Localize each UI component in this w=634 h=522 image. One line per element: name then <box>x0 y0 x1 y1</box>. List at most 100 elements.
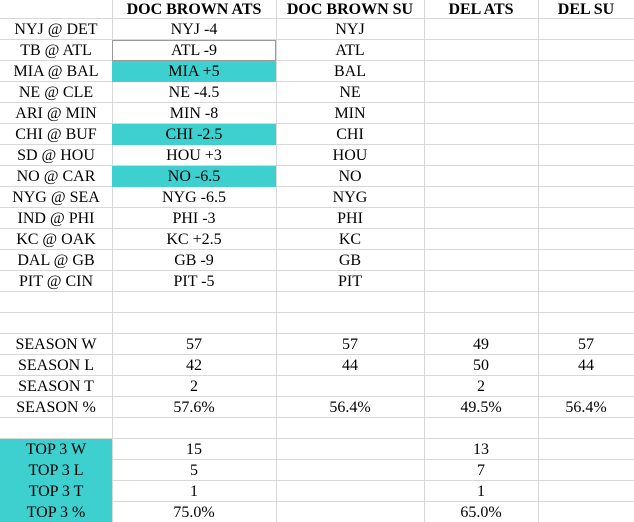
top3-value: 65.0% <box>460 503 502 521</box>
season-value: 44 <box>342 356 358 374</box>
game-value: MIA +5 <box>112 61 276 82</box>
game-label: KC @ OAK <box>16 230 96 248</box>
game-label: IND @ PHI <box>17 209 95 227</box>
col-line <box>112 0 113 522</box>
season-label: SEASON L <box>17 356 94 374</box>
game-value: NE <box>339 83 361 101</box>
top3-value: 5 <box>190 461 198 479</box>
game-value: GB -9 <box>174 251 214 269</box>
season-value: 42 <box>186 356 202 374</box>
game-label: SD @ HOU <box>17 146 95 164</box>
season-value: 57.6% <box>173 398 215 416</box>
game-value: MIN <box>334 104 366 122</box>
season-value: 57 <box>342 335 358 353</box>
top3-value: 75.0% <box>173 503 215 521</box>
game-value: PIT <box>338 272 362 290</box>
game-value: NE -4.5 <box>168 83 220 101</box>
row-line <box>0 501 634 502</box>
game-label: NYG @ SEA <box>12 188 100 206</box>
top3-value: 1 <box>190 482 198 500</box>
col-line <box>538 0 539 522</box>
top3-value: 7 <box>477 461 485 479</box>
game-value: NYG -6.5 <box>162 188 226 206</box>
game-value: CHI <box>336 125 364 143</box>
season-label: SEASON W <box>15 335 97 353</box>
season-value: 56.4% <box>565 398 607 416</box>
row-line <box>0 291 634 292</box>
column-header: DOC BROWN SU <box>286 0 414 18</box>
row-line <box>0 396 634 397</box>
row-line <box>0 333 634 334</box>
game-label: DAL @ GB <box>17 251 95 269</box>
row-line <box>0 207 634 208</box>
row-line <box>0 39 634 40</box>
season-label: SEASON T <box>18 377 94 395</box>
top3-label: TOP 3 L <box>0 460 112 481</box>
row-line <box>0 102 634 103</box>
season-value: 50 <box>473 356 489 374</box>
game-label: PIT @ CIN <box>19 272 93 290</box>
row-line <box>0 480 634 481</box>
col-line <box>424 0 425 522</box>
row-line <box>0 144 634 145</box>
season-value: 44 <box>578 356 594 374</box>
row-line <box>0 123 634 124</box>
row-line <box>0 249 634 250</box>
top3-label: TOP 3 W <box>0 439 112 460</box>
col-line <box>276 0 277 522</box>
game-value: HOU <box>332 146 368 164</box>
season-value: 57 <box>186 335 202 353</box>
season-value: 56.4% <box>329 398 371 416</box>
game-value: NO <box>338 167 362 185</box>
row-line <box>0 417 634 418</box>
top3-value: 13 <box>473 440 489 458</box>
game-value: ATL -9 <box>112 40 276 61</box>
row-line <box>0 165 634 166</box>
game-label: TB @ ATL <box>20 41 92 59</box>
row-line <box>0 60 634 61</box>
game-label: CHI @ BUF <box>15 125 97 143</box>
row-line <box>0 459 634 460</box>
game-value: GB <box>338 251 362 269</box>
top3-value: 1 <box>477 482 485 500</box>
row-line <box>0 312 634 313</box>
column-header: DEL SU <box>557 0 615 18</box>
season-value: 2 <box>477 377 485 395</box>
game-value: CHI -2.5 <box>112 124 276 145</box>
season-label: SEASON % <box>16 398 96 416</box>
row-line <box>0 270 634 271</box>
game-label: NO @ CAR <box>16 167 96 185</box>
row-line <box>0 438 634 439</box>
column-header: DOC BROWN ATS <box>126 0 262 18</box>
game-value: PHI -3 <box>172 209 216 227</box>
game-value: KC <box>338 230 362 248</box>
game-value: PIT -5 <box>173 272 215 290</box>
season-value: 49 <box>473 335 489 353</box>
column-header: DEL ATS <box>448 0 514 18</box>
game-value: HOU +3 <box>166 146 222 164</box>
game-value: PHI <box>337 209 363 227</box>
game-value: KC +2.5 <box>166 230 222 248</box>
row-line <box>0 186 634 187</box>
row-line <box>0 375 634 376</box>
game-label: MIA @ BAL <box>13 62 99 80</box>
row-line <box>0 81 634 82</box>
game-label: ARI @ MIN <box>15 104 97 122</box>
top3-value: 15 <box>186 440 202 458</box>
season-value: 49.5% <box>460 398 502 416</box>
top3-label: TOP 3 T <box>0 481 112 502</box>
game-label: NYJ @ DET <box>14 20 98 38</box>
game-value: MIN -8 <box>169 104 219 122</box>
top3-label: TOP 3 % <box>0 502 112 522</box>
row-line <box>0 18 634 19</box>
game-value: NYG <box>332 188 368 206</box>
game-value: BAL <box>334 62 366 80</box>
game-value: NO -6.5 <box>112 166 276 187</box>
game-value: ATL <box>335 41 365 59</box>
game-value: NYJ <box>335 20 365 38</box>
game-value: NYJ -4 <box>170 20 218 38</box>
game-label: NE @ CLE <box>18 83 94 101</box>
season-value: 2 <box>190 377 198 395</box>
season-value: 57 <box>578 335 594 353</box>
